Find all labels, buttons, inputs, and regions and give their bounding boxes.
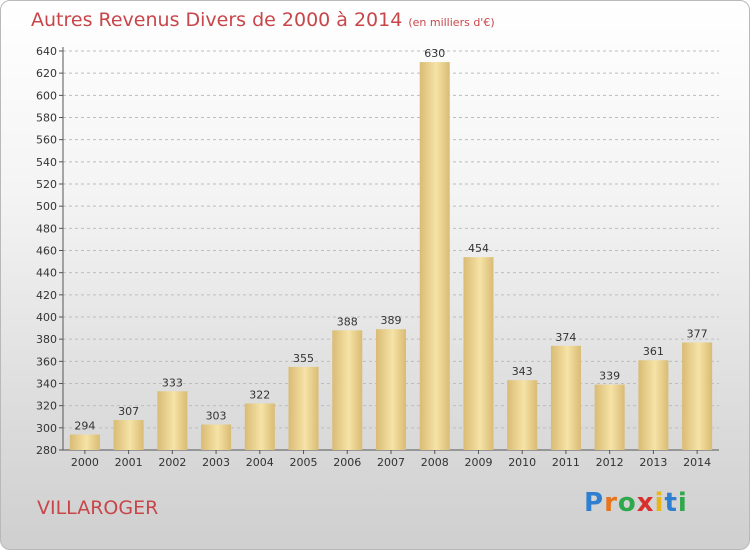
logo-letter: x (636, 488, 655, 518)
logo-letter: P (584, 488, 605, 518)
data-label-2008: 630 (424, 47, 445, 60)
bar-2007 (376, 329, 406, 450)
proxiti-logo: Proxiti (584, 488, 688, 518)
y-tick-label: 480 (36, 222, 57, 235)
bar-2001 (113, 420, 144, 450)
x-tick-label-2001: 2001 (115, 456, 143, 469)
bar-2009 (463, 257, 494, 450)
y-tick-label: 380 (36, 333, 57, 346)
x-tick-label-2003: 2003 (202, 456, 230, 469)
data-label-2004: 322 (249, 388, 270, 401)
data-label-2003: 303 (206, 410, 227, 423)
logo-letter: i (654, 488, 665, 518)
bar-2002 (157, 391, 188, 450)
data-label-2014: 377 (687, 327, 708, 340)
bar-2003 (201, 424, 232, 450)
x-tick-label-2002: 2002 (158, 456, 186, 469)
bar-2004 (244, 403, 275, 450)
x-tick-label-2012: 2012 (596, 456, 624, 469)
y-tick-label: 460 (36, 245, 57, 258)
y-tick-label: 280 (36, 444, 57, 457)
y-tick-label: 440 (36, 267, 57, 280)
y-tick-label: 520 (36, 178, 57, 191)
y-tick-label: 300 (36, 422, 57, 435)
y-tick-label: 500 (36, 200, 57, 213)
bar-2011 (550, 345, 581, 450)
bar-2013 (638, 360, 669, 450)
data-label-2001: 307 (118, 405, 139, 418)
data-label-2006: 388 (337, 315, 358, 328)
place-name: VILLAROGER (37, 497, 159, 519)
bar-2010 (507, 380, 538, 450)
bar-2014 (682, 342, 713, 450)
bar-2000 (69, 434, 100, 450)
logo-letter: t (664, 488, 678, 518)
x-tick-label-2010: 2010 (508, 456, 536, 469)
logo-letter: i (677, 488, 688, 518)
data-label-2005: 355 (293, 352, 314, 365)
data-label-2007: 389 (381, 314, 402, 327)
y-tick-label: 340 (36, 378, 57, 391)
chart-subtitle: (en milliers d'€) (408, 16, 495, 29)
chart-title: Autres Revenus Divers de 2000 à 2014 (en … (31, 9, 495, 31)
bar-2006 (332, 330, 363, 450)
x-tick-label-2000: 2000 (71, 456, 99, 469)
y-tick-label: 320 (36, 400, 57, 413)
bar-2008 (419, 62, 450, 450)
y-tick-label: 360 (36, 355, 57, 368)
data-label-2010: 343 (512, 365, 533, 378)
logo-letter: o (617, 488, 637, 518)
x-tick-label-2013: 2013 (639, 456, 667, 469)
y-tick-label: 400 (36, 311, 57, 324)
x-tick-label-2005: 2005 (290, 456, 318, 469)
data-label-2011: 374 (555, 331, 576, 344)
y-tick-label: 540 (36, 156, 57, 169)
x-tick-label-2007: 2007 (377, 456, 405, 469)
logo-letter: r (604, 488, 618, 518)
y-tick-label: 580 (36, 112, 57, 125)
x-tick-label-2014: 2014 (683, 456, 711, 469)
x-tick-label-2008: 2008 (421, 456, 449, 469)
bar-2005 (288, 366, 319, 450)
x-tick-label-2006: 2006 (333, 456, 361, 469)
data-label-2013: 361 (643, 345, 664, 358)
x-tick-label-2009: 2009 (464, 456, 492, 469)
data-label-2000: 294 (74, 419, 95, 432)
x-tick-label-2011: 2011 (552, 456, 580, 469)
y-tick-label: 600 (36, 89, 57, 102)
bar-2012 (594, 384, 625, 450)
x-tick-label-2004: 2004 (246, 456, 274, 469)
y-tick-label: 420 (36, 289, 57, 302)
data-label-2012: 339 (599, 370, 620, 383)
data-label-2009: 454 (468, 242, 489, 255)
data-label-2002: 333 (162, 376, 183, 389)
y-tick-label: 560 (36, 134, 57, 147)
y-tick-label: 640 (36, 45, 57, 58)
y-tick-label: 620 (36, 67, 57, 80)
